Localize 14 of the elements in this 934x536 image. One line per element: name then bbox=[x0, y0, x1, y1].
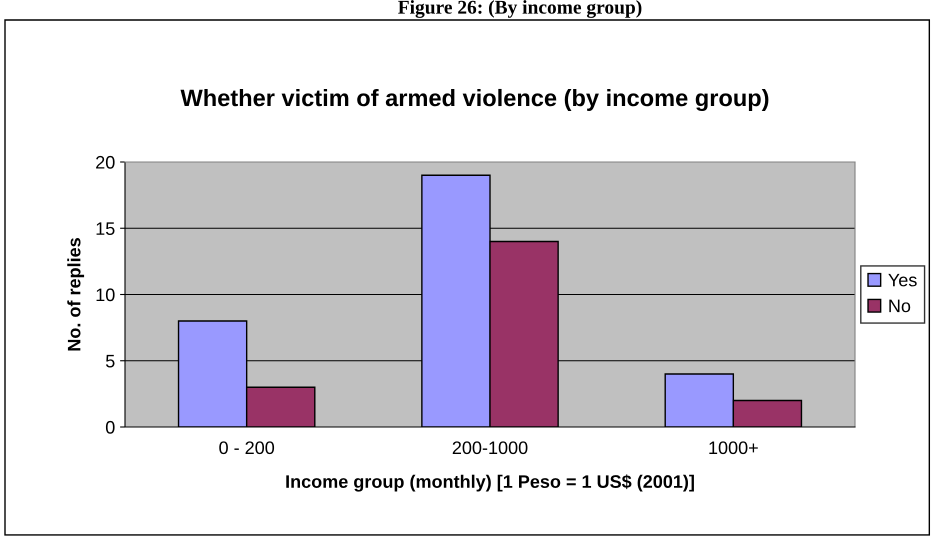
y-tick-label: 0 bbox=[106, 420, 115, 434]
y-tick-label: 10 bbox=[96, 288, 115, 302]
legend-label: No bbox=[889, 300, 910, 312]
y-tick-label: 15 bbox=[96, 222, 115, 235]
y-axis-title: No. of replies bbox=[67, 238, 84, 350]
y-tick-label: 20 bbox=[96, 156, 115, 169]
x-tick-label: 0 - 200 bbox=[219, 441, 274, 454]
x-tick-label: 1000+ bbox=[709, 441, 758, 454]
chart-title: Whether victim of armed violence (by income group) bbox=[180, 88, 768, 112]
caption: Figure 26: (By income group) bbox=[398, 0, 642, 18]
x-tick-label: 200-1000 bbox=[452, 441, 528, 454]
legend-label: Yes bbox=[888, 274, 917, 286]
x-axis-title: Income group (monthly) [1 Peso = 1 US$ (2001)] bbox=[286, 474, 694, 492]
y-tick-label: 5 bbox=[106, 354, 115, 368]
